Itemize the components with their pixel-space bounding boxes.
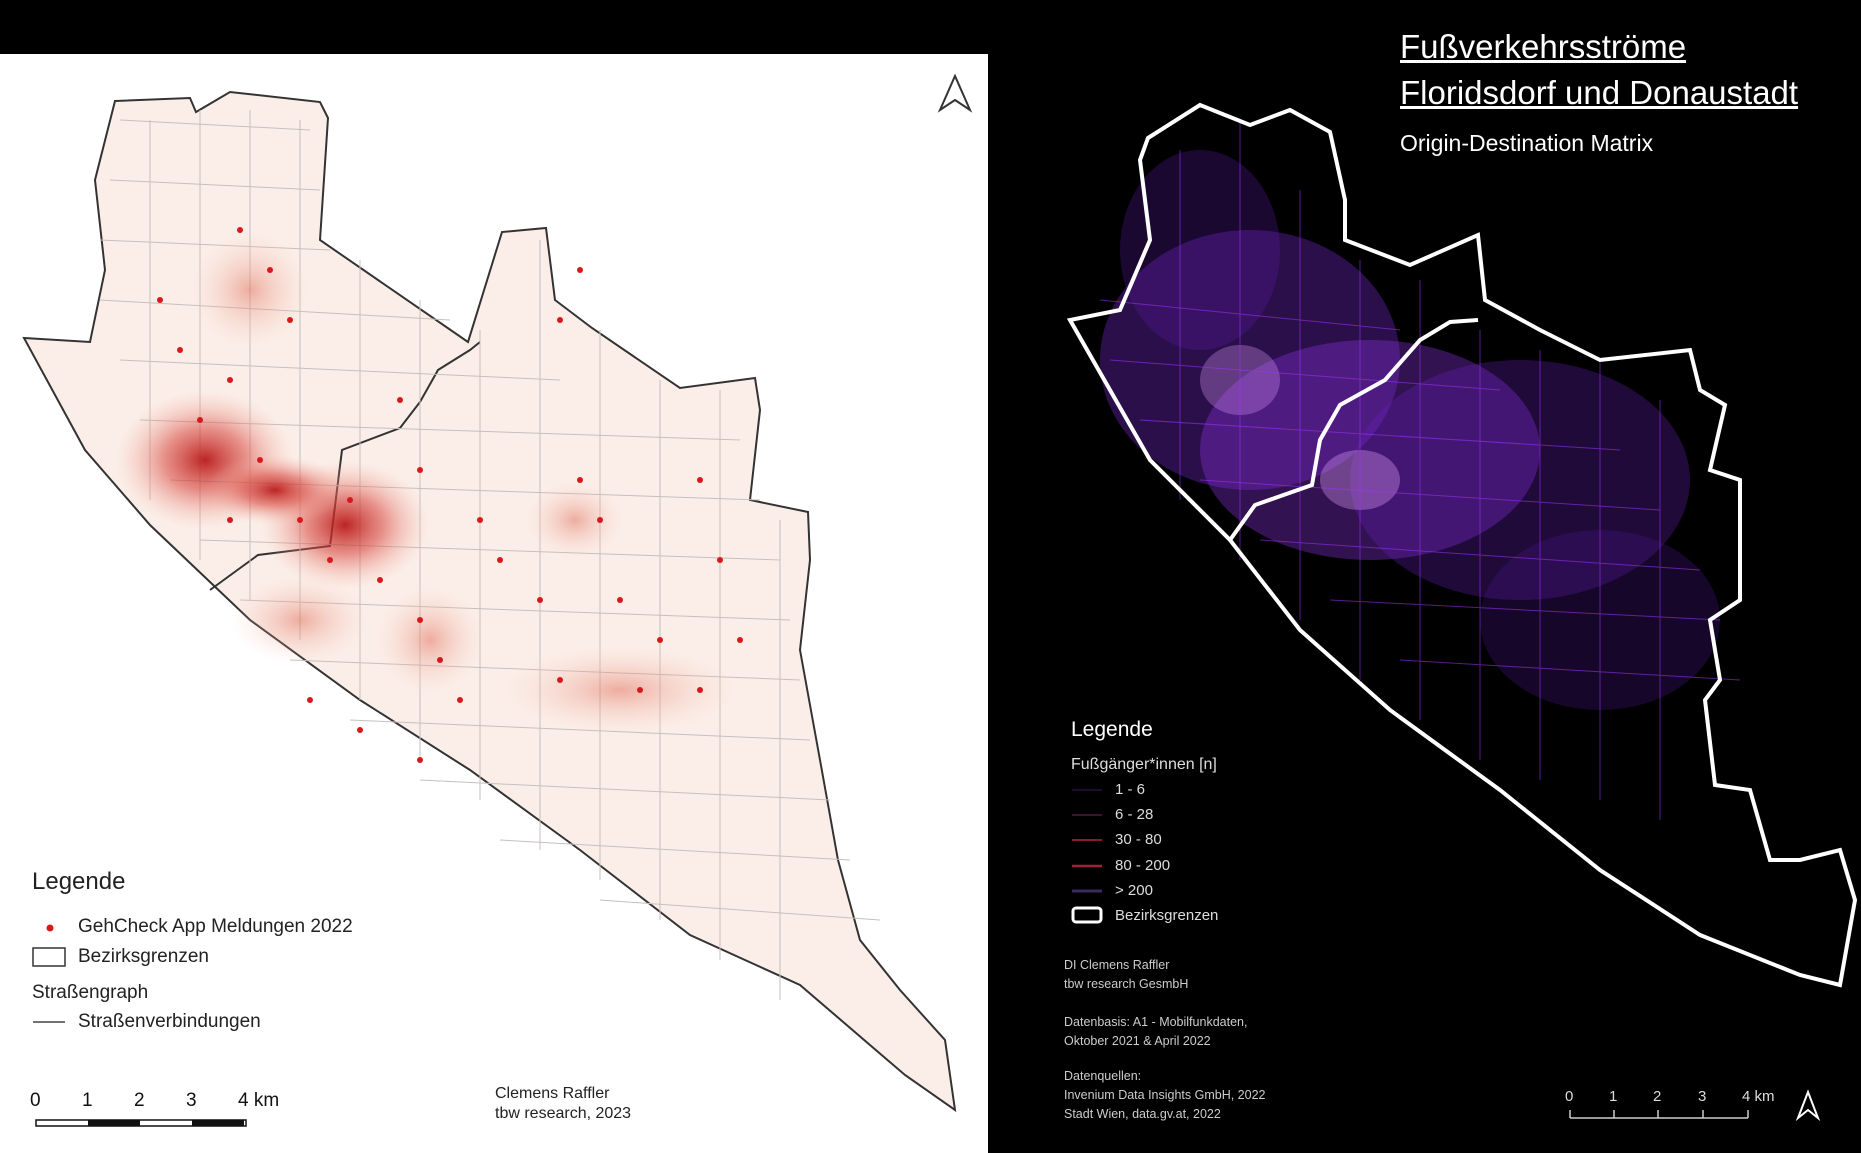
heat-hotspot <box>230 575 370 665</box>
right-author: DI Clemens Raffler tbw research GesmbH <box>1064 958 1189 991</box>
right-title-line2: Floridsdorf und Donaustadt <box>1400 74 1799 111</box>
right-district-boundary <box>1066 102 1858 988</box>
right-legend-class: 1 - 6 <box>1115 781 1146 798</box>
left-legend-item: Straßenverbindungen <box>32 1011 261 1033</box>
right-subtitle: Origin-Destination Matrix <box>1400 130 1654 156</box>
heat-hotspot <box>205 455 345 525</box>
right-legend-class: 30 - 80 <box>1115 831 1162 848</box>
right-legend-class: 80 - 200 <box>1115 857 1171 874</box>
right-legend-subtitle: Fußgänger*innen [n] <box>1071 756 1217 773</box>
left-legend-item: GehCheck App Meldungen 2022 <box>32 916 353 938</box>
legend-boundary-symbol <box>32 947 66 967</box>
right-legend-class: > 200 <box>1115 882 1153 899</box>
heat-hotspot <box>500 645 740 735</box>
north-arrow-icon <box>1795 1089 1821 1122</box>
right-flow-map <box>1099 120 1741 820</box>
left-scale-bar <box>35 1119 247 1127</box>
left-legend-item: Bezirksgrenzen <box>32 946 209 968</box>
legend-item-label: Bezirksgrenzen <box>78 946 209 967</box>
right-title-line1: Fußverkehrsströme <box>1400 28 1687 65</box>
heat-hotspot <box>525 480 625 560</box>
right-inner-boundary <box>1228 318 1479 542</box>
right-scale-bar <box>1569 1110 1749 1119</box>
heat-hotspot <box>190 230 310 350</box>
left-legend-group-title: Straßengraph <box>32 982 149 1003</box>
right-data-basis: Datenbasis: A1 - Mobilfunkdaten, Oktober… <box>1064 1015 1248 1048</box>
right-legend-boundary: Bezirksgrenzen <box>1115 907 1219 924</box>
legend-item-label: Straßenverbindungen <box>78 1011 261 1032</box>
right-legend-class: 6 - 28 <box>1115 806 1154 823</box>
right-legend-symbols <box>1071 789 1103 924</box>
heat-hotspot <box>375 585 485 695</box>
legend-item-label: GehCheck App Meldungen 2022 <box>78 916 353 937</box>
legend-point-symbol <box>46 924 54 932</box>
gehcheck-points <box>157 227 743 763</box>
left-credit: Clemens Raffler tbw research, 2023 <box>495 1085 632 1122</box>
left-legend-title: Legende <box>32 868 126 895</box>
right-legend-title: Legende <box>1071 718 1153 741</box>
north-arrow-icon <box>937 73 973 113</box>
right-sources: Datenquellen: Invenium Data Insights Gmb… <box>1064 1069 1266 1121</box>
